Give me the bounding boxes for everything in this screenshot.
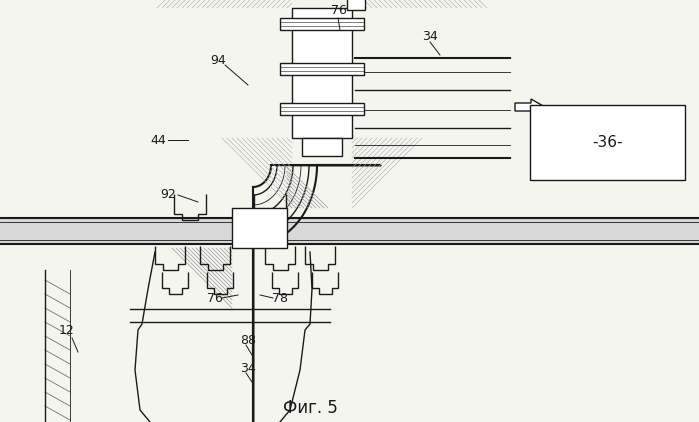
Text: 12: 12 — [59, 324, 75, 336]
Text: 78: 78 — [272, 292, 288, 305]
Bar — [280, 103, 364, 115]
Text: 88: 88 — [240, 333, 256, 346]
Bar — [232, 208, 287, 248]
Bar — [292, 8, 352, 138]
Bar — [280, 18, 364, 30]
Bar — [302, 138, 342, 156]
Text: -36-: -36- — [592, 135, 623, 150]
FancyArrow shape — [515, 99, 545, 115]
Text: 92: 92 — [160, 189, 176, 201]
Bar — [347, 0, 365, 10]
Text: 76: 76 — [331, 5, 347, 17]
Bar — [530, 105, 685, 180]
Text: 34: 34 — [240, 362, 256, 374]
Text: 94: 94 — [210, 54, 226, 67]
Text: 44: 44 — [150, 133, 166, 146]
Text: 34: 34 — [422, 30, 438, 43]
Text: Фиг. 5: Фиг. 5 — [282, 399, 338, 417]
Text: 76: 76 — [207, 292, 223, 305]
Bar — [280, 63, 364, 75]
Bar — [0, 218, 699, 244]
